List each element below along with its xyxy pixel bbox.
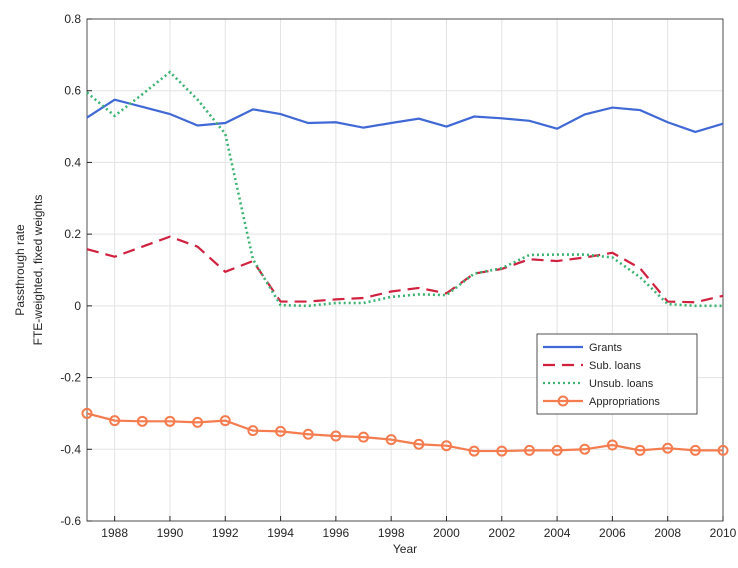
y-tick-label: 0 — [74, 299, 81, 313]
series-marker — [275, 425, 287, 437]
x-tick-label: 2002 — [488, 526, 515, 540]
legend-label: Sub. loans — [589, 360, 641, 372]
series-marker — [192, 416, 204, 428]
y-tick-label: -0.2 — [60, 371, 81, 385]
series-line — [86, 235, 724, 304]
series-marker — [689, 444, 701, 456]
series-marker — [496, 445, 508, 457]
x-tick-label: 2000 — [433, 526, 460, 540]
x-tick-label: 1988 — [101, 526, 128, 540]
x-axis-label: Year — [393, 542, 417, 556]
series-line — [86, 98, 724, 134]
series-marker — [164, 415, 176, 427]
x-tick-label: 1998 — [378, 526, 405, 540]
x-tick-label: 1992 — [212, 526, 239, 540]
series-line — [86, 70, 723, 308]
plot-frame — [86, 18, 724, 522]
legend-label: Grants — [589, 342, 623, 354]
series-marker — [330, 430, 342, 442]
y-tick-label: 0.8 — [64, 12, 81, 26]
series-marker — [247, 425, 259, 437]
y-tick-label: 0.4 — [64, 155, 81, 169]
series-marker — [136, 415, 148, 427]
series-marker — [109, 415, 121, 427]
series-marker — [468, 445, 480, 457]
legend-marker — [557, 395, 569, 407]
series-marker — [440, 440, 452, 452]
series-marker — [81, 407, 93, 419]
y-axis-label: Passthrough rate — [13, 224, 27, 316]
y-tick-label: 0.2 — [64, 227, 81, 241]
y-tick-label: 0.6 — [64, 84, 81, 98]
series-marker — [413, 438, 425, 450]
series-marker — [717, 444, 729, 456]
series-marker — [551, 444, 563, 456]
series-marker — [302, 428, 314, 440]
x-tick-label: 1996 — [323, 526, 350, 540]
series-marker — [219, 415, 231, 427]
series-marker — [358, 431, 370, 443]
legend-label: Appropriations — [589, 396, 660, 408]
x-tick-label: 1994 — [267, 526, 294, 540]
series-marker — [634, 444, 646, 456]
series-marker — [523, 444, 535, 456]
x-tick-label: 2006 — [599, 526, 626, 540]
y-tick-label: -0.6 — [60, 514, 81, 528]
x-tick-label: 2008 — [654, 526, 681, 540]
series-marker — [662, 442, 674, 454]
x-tick-label: 2004 — [544, 526, 571, 540]
legend-label: Unsub. loans — [589, 378, 654, 390]
y-tick-label: -0.4 — [60, 442, 81, 456]
y-axis-label: FTE-weighted, fixed weights — [31, 195, 45, 346]
series-marker — [385, 434, 397, 446]
series-marker — [579, 443, 591, 455]
series-marker — [606, 439, 618, 451]
series-line — [86, 412, 723, 453]
x-tick-label: 1990 — [157, 526, 184, 540]
x-tick-label: 2010 — [710, 526, 737, 540]
